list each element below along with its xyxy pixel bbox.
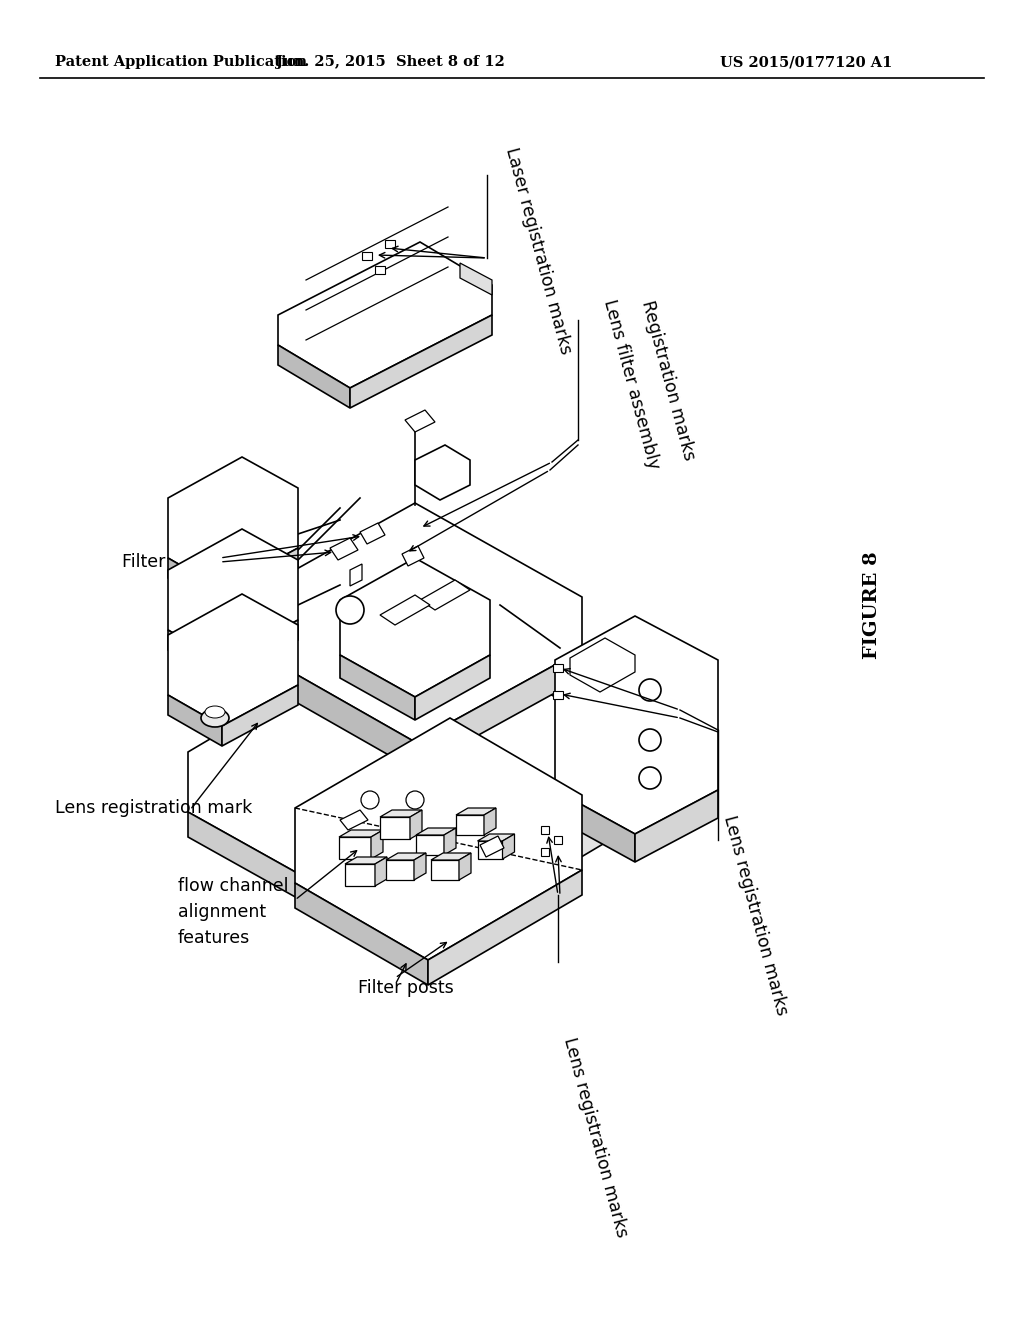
Polygon shape: [415, 649, 582, 770]
Polygon shape: [553, 690, 563, 700]
Polygon shape: [484, 808, 496, 836]
Polygon shape: [168, 696, 222, 746]
Polygon shape: [188, 618, 635, 935]
Polygon shape: [460, 263, 492, 294]
Polygon shape: [360, 523, 385, 544]
Polygon shape: [459, 853, 471, 880]
Polygon shape: [402, 546, 424, 566]
Polygon shape: [375, 267, 385, 275]
Text: Patent Application Publication: Patent Application Publication: [55, 55, 307, 69]
Polygon shape: [375, 857, 387, 886]
Polygon shape: [431, 853, 471, 861]
Polygon shape: [222, 620, 298, 681]
Polygon shape: [168, 630, 222, 681]
Polygon shape: [456, 808, 496, 814]
Polygon shape: [345, 857, 387, 865]
Polygon shape: [431, 861, 459, 880]
Polygon shape: [410, 810, 422, 840]
Polygon shape: [503, 834, 514, 859]
Polygon shape: [295, 883, 428, 985]
Text: US 2015/0177120 A1: US 2015/0177120 A1: [720, 55, 892, 69]
Polygon shape: [278, 345, 350, 408]
Polygon shape: [570, 638, 635, 692]
Polygon shape: [371, 830, 383, 859]
Polygon shape: [330, 539, 358, 560]
Text: Lens filter assembly: Lens filter assembly: [600, 297, 663, 471]
Polygon shape: [406, 411, 435, 432]
Polygon shape: [386, 861, 414, 880]
Text: Lens registration marks: Lens registration marks: [720, 813, 791, 1018]
Polygon shape: [553, 664, 563, 672]
Polygon shape: [168, 457, 298, 589]
Polygon shape: [456, 814, 484, 836]
Polygon shape: [541, 826, 549, 834]
Text: Laser registration marks: Laser registration marks: [502, 145, 574, 356]
Text: flow channel: flow channel: [178, 876, 289, 895]
Polygon shape: [380, 595, 430, 624]
Polygon shape: [428, 870, 582, 985]
Polygon shape: [408, 800, 635, 960]
Text: Lens registration marks: Lens registration marks: [560, 1035, 631, 1239]
Text: Filter posts: Filter posts: [122, 553, 218, 572]
Polygon shape: [295, 718, 582, 960]
Polygon shape: [278, 242, 492, 388]
Polygon shape: [554, 836, 562, 843]
Polygon shape: [168, 558, 222, 609]
Text: Filter posts: Filter posts: [358, 979, 454, 997]
Polygon shape: [168, 529, 298, 661]
Polygon shape: [222, 685, 298, 746]
Text: alignment: alignment: [178, 903, 266, 921]
Polygon shape: [350, 564, 362, 586]
Polygon shape: [555, 789, 635, 862]
Polygon shape: [477, 834, 514, 841]
Polygon shape: [250, 503, 582, 742]
Polygon shape: [340, 655, 415, 719]
Circle shape: [336, 597, 364, 624]
Ellipse shape: [205, 706, 225, 718]
Ellipse shape: [201, 709, 229, 727]
Text: features: features: [178, 929, 250, 946]
Polygon shape: [444, 828, 456, 855]
Polygon shape: [385, 240, 395, 248]
Circle shape: [639, 678, 662, 701]
Polygon shape: [386, 853, 426, 861]
Polygon shape: [416, 836, 444, 855]
Polygon shape: [380, 817, 410, 840]
Polygon shape: [420, 579, 470, 610]
Polygon shape: [340, 810, 368, 830]
Polygon shape: [380, 810, 422, 817]
Polygon shape: [362, 252, 372, 260]
Polygon shape: [222, 548, 298, 609]
Polygon shape: [635, 789, 718, 862]
Circle shape: [361, 791, 379, 809]
Polygon shape: [415, 655, 490, 719]
Polygon shape: [480, 836, 504, 857]
Circle shape: [406, 791, 424, 809]
Polygon shape: [415, 445, 470, 500]
Polygon shape: [345, 865, 375, 886]
Circle shape: [639, 767, 662, 789]
Polygon shape: [414, 853, 426, 880]
Polygon shape: [168, 594, 298, 726]
Polygon shape: [188, 812, 408, 960]
Polygon shape: [339, 830, 383, 837]
Text: Jun. 25, 2015  Sheet 8 of 12: Jun. 25, 2015 Sheet 8 of 12: [275, 55, 505, 69]
Text: Lens registration mark: Lens registration mark: [55, 799, 252, 817]
Text: Registration marks: Registration marks: [638, 298, 698, 462]
Polygon shape: [555, 616, 718, 834]
Circle shape: [639, 729, 662, 751]
Polygon shape: [339, 837, 371, 859]
Polygon shape: [477, 841, 503, 859]
Text: FIGURE 8: FIGURE 8: [863, 552, 881, 659]
Polygon shape: [340, 558, 490, 697]
Polygon shape: [250, 648, 415, 770]
Polygon shape: [416, 828, 456, 836]
Polygon shape: [541, 847, 549, 855]
Polygon shape: [350, 315, 492, 408]
